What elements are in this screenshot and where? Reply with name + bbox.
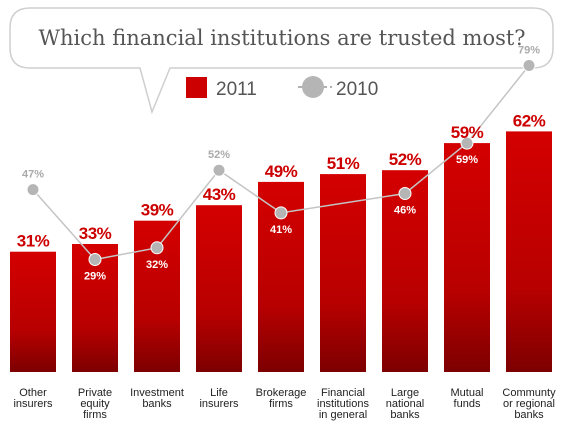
category-label-4: Brokerage firms	[256, 387, 307, 410]
point-2010-8	[522, 59, 536, 72]
line-2010-path	[32, 65, 530, 261]
point-2010-6	[398, 187, 412, 200]
point-value-label-0: 47%	[22, 169, 44, 181]
point-value-label-8: 79%	[518, 45, 540, 57]
category-label-8: Communty or regional banks	[502, 387, 556, 421]
category-label-7: Mutual funds	[450, 387, 483, 410]
point-value-label-6: 46%	[394, 205, 416, 217]
bar-value-label-1: 33%	[79, 224, 112, 243]
legend-label-2011: 2011	[216, 79, 257, 100]
point-2010-7	[460, 136, 474, 150]
legend: 2011 2010	[186, 76, 378, 100]
bar-6	[382, 170, 428, 372]
point-2010-3	[212, 163, 226, 177]
bar-value-label-0: 31%	[17, 232, 50, 251]
category-label-6: Large national banks	[386, 387, 425, 421]
bar-5	[320, 174, 366, 372]
point-2010-2	[150, 241, 164, 255]
point-2010-1	[88, 253, 102, 266]
bar-8	[506, 131, 552, 372]
bar-value-label-8: 62%	[513, 111, 546, 130]
bar-value-labels: 31% 33% 39% 43% 49% 51% 52% 59% 62%	[17, 111, 546, 250]
title-bubble-shape	[9, 7, 554, 115]
bar-0	[10, 251, 56, 372]
bar-value-label-3: 43%	[203, 185, 236, 204]
point-value-label-3: 52%	[208, 149, 230, 161]
point-value-labels: 47% 29% 32% 52% 41% 46% 59% 79%	[22, 45, 540, 283]
category-label-1: Private equity firms	[78, 387, 112, 421]
point-value-label-1: 29%	[84, 271, 106, 283]
category-label-2: Investment banks	[130, 387, 184, 410]
point-value-label-4: 41%	[270, 224, 292, 236]
chart-title: Which financial institutions are trusted…	[38, 26, 525, 50]
bar-3	[196, 205, 242, 372]
bar-value-label-5: 51%	[327, 154, 360, 173]
bar-value-label-7: 59%	[451, 123, 484, 142]
bar-7	[444, 143, 490, 372]
title-bubble: Which financial institutions are trusted…	[9, 7, 554, 115]
bar-value-label-6: 52%	[389, 150, 422, 169]
category-label-3: Life insurers	[199, 387, 239, 410]
line-2010	[26, 59, 536, 266]
category-labels: Other insurers Private equity firms Investmen…	[13, 387, 556, 421]
bar-value-label-2: 39%	[141, 201, 174, 220]
point-2010-4	[274, 206, 288, 220]
point-2010-0	[26, 183, 40, 197]
category-label-0: Other insurers	[13, 387, 53, 410]
legend-marker-2010	[302, 76, 324, 98]
point-value-label-7: 59%	[456, 154, 478, 166]
legend-label-2010: 2010	[336, 79, 378, 100]
legend-swatch-2011	[186, 77, 207, 98]
point-value-label-2: 32%	[146, 259, 168, 271]
bar-value-label-4: 49%	[265, 162, 298, 181]
category-label-5: Financial institutions in general	[317, 387, 369, 421]
